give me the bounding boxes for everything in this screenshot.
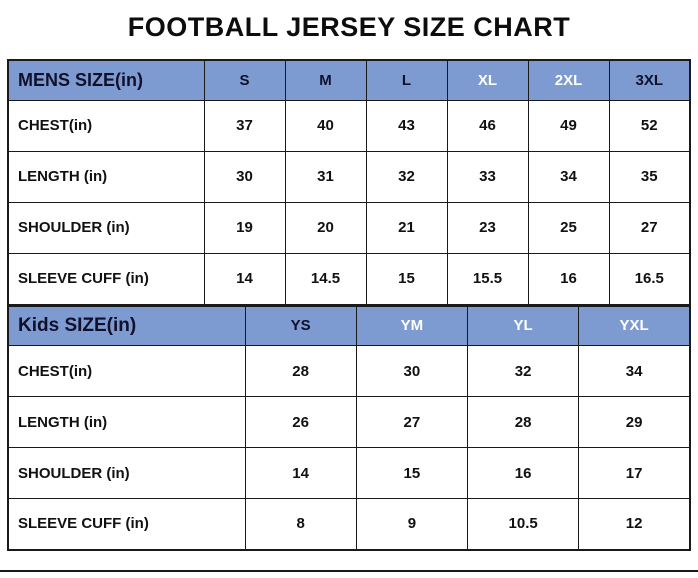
- table-row-shoulder: SHOULDER (in) 14 15 16 17: [7, 447, 691, 499]
- column-header-yl: YL: [466, 305, 580, 346]
- table-row-length: LENGTH (in) 26 27 28 29: [7, 396, 691, 448]
- column-header-ym: YM: [355, 305, 469, 346]
- column-header-m: M: [284, 59, 367, 101]
- row-label-cell: SHOULDER (in): [7, 201, 205, 254]
- row-label-cell: CHEST(in): [7, 99, 205, 152]
- column-header-3xl: 3XL: [608, 59, 691, 101]
- table-row-shoulder: SHOULDER (in) 19 20 21 23 25 27: [7, 201, 691, 254]
- size-value-cell: 16: [466, 447, 580, 499]
- size-value-cell: 15: [365, 252, 448, 305]
- column-header-yxl: YXL: [578, 305, 691, 346]
- row-label-cell: LENGTH (in): [7, 150, 205, 203]
- column-header-2xl: 2XL: [527, 59, 610, 101]
- mens-size-table: MENS SIZE(in) S M L XL 2XL 3XL CHEST(in)…: [7, 59, 691, 305]
- size-value-cell: 10.5: [466, 498, 580, 550]
- size-value-cell: 23: [446, 201, 529, 254]
- table-row-length: LENGTH (in) 30 31 32 33 34 35: [7, 150, 691, 203]
- size-value-cell: 16: [527, 252, 610, 305]
- size-value-cell: 30: [355, 345, 469, 397]
- column-header-l: L: [365, 59, 448, 101]
- size-value-cell: 14.5: [284, 252, 367, 305]
- size-value-cell: 19: [203, 201, 286, 254]
- mens-header-row: MENS SIZE(in) S M L XL 2XL 3XL: [7, 59, 691, 101]
- size-value-cell: 26: [244, 396, 357, 448]
- size-value-cell: 12: [578, 498, 691, 550]
- size-value-cell: 20: [284, 201, 367, 254]
- kids-table-label: Kids SIZE(in): [7, 305, 246, 346]
- size-value-cell: 31: [284, 150, 367, 203]
- size-value-cell: 21: [365, 201, 448, 254]
- size-value-cell: 37: [203, 99, 286, 152]
- bottom-divider: [0, 570, 698, 572]
- row-label-cell: LENGTH (in): [7, 396, 246, 448]
- size-value-cell: 8: [244, 498, 357, 550]
- kids-header-row: Kids SIZE(in) YS YM YL YXL: [7, 305, 691, 346]
- size-value-cell: 46: [446, 99, 529, 152]
- column-header-xl: XL: [446, 59, 529, 101]
- size-value-cell: 30: [203, 150, 286, 203]
- row-label-cell: SHOULDER (in): [7, 447, 246, 499]
- size-value-cell: 17: [578, 447, 691, 499]
- table-row-chest: CHEST(in) 28 30 32 34: [7, 345, 691, 397]
- size-value-cell: 25: [527, 201, 610, 254]
- size-value-cell: 49: [527, 99, 610, 152]
- row-label-cell: SLEEVE CUFF (in): [7, 498, 246, 550]
- size-value-cell: 32: [365, 150, 448, 203]
- column-header-s: S: [203, 59, 286, 101]
- size-value-cell: 52: [608, 99, 691, 152]
- kids-size-table: Kids SIZE(in) YS YM YL YXL CHEST(in) 28 …: [7, 304, 691, 551]
- size-value-cell: 28: [466, 396, 580, 448]
- table-row-chest: CHEST(in) 37 40 43 46 49 52: [7, 99, 691, 152]
- size-value-cell: 15: [355, 447, 469, 499]
- size-value-cell: 14: [244, 447, 357, 499]
- mens-table-label: MENS SIZE(in): [7, 59, 205, 101]
- size-value-cell: 40: [284, 99, 367, 152]
- size-value-cell: 43: [365, 99, 448, 152]
- size-value-cell: 27: [355, 396, 469, 448]
- table-row-sleeve-cuff: SLEEVE CUFF (in) 8 9 10.5 12: [7, 498, 691, 550]
- table-row-sleeve-cuff: SLEEVE CUFF (in) 14 14.5 15 15.5 16 16.5: [7, 252, 691, 305]
- column-header-ys: YS: [244, 305, 357, 346]
- size-value-cell: 27: [608, 201, 691, 254]
- size-value-cell: 15.5: [446, 252, 529, 305]
- size-value-cell: 16.5: [608, 252, 691, 305]
- size-value-cell: 14: [203, 252, 286, 305]
- size-value-cell: 28: [244, 345, 357, 397]
- size-value-cell: 29: [578, 396, 691, 448]
- size-value-cell: 33: [446, 150, 529, 203]
- size-value-cell: 34: [527, 150, 610, 203]
- row-label-cell: CHEST(in): [7, 345, 246, 397]
- size-value-cell: 34: [578, 345, 691, 397]
- size-value-cell: 32: [466, 345, 580, 397]
- row-label-cell: SLEEVE CUFF (in): [7, 252, 205, 305]
- page-title: FOOTBALL JERSEY SIZE CHART: [127, 12, 571, 42]
- size-value-cell: 9: [355, 498, 469, 550]
- size-value-cell: 35: [608, 150, 691, 203]
